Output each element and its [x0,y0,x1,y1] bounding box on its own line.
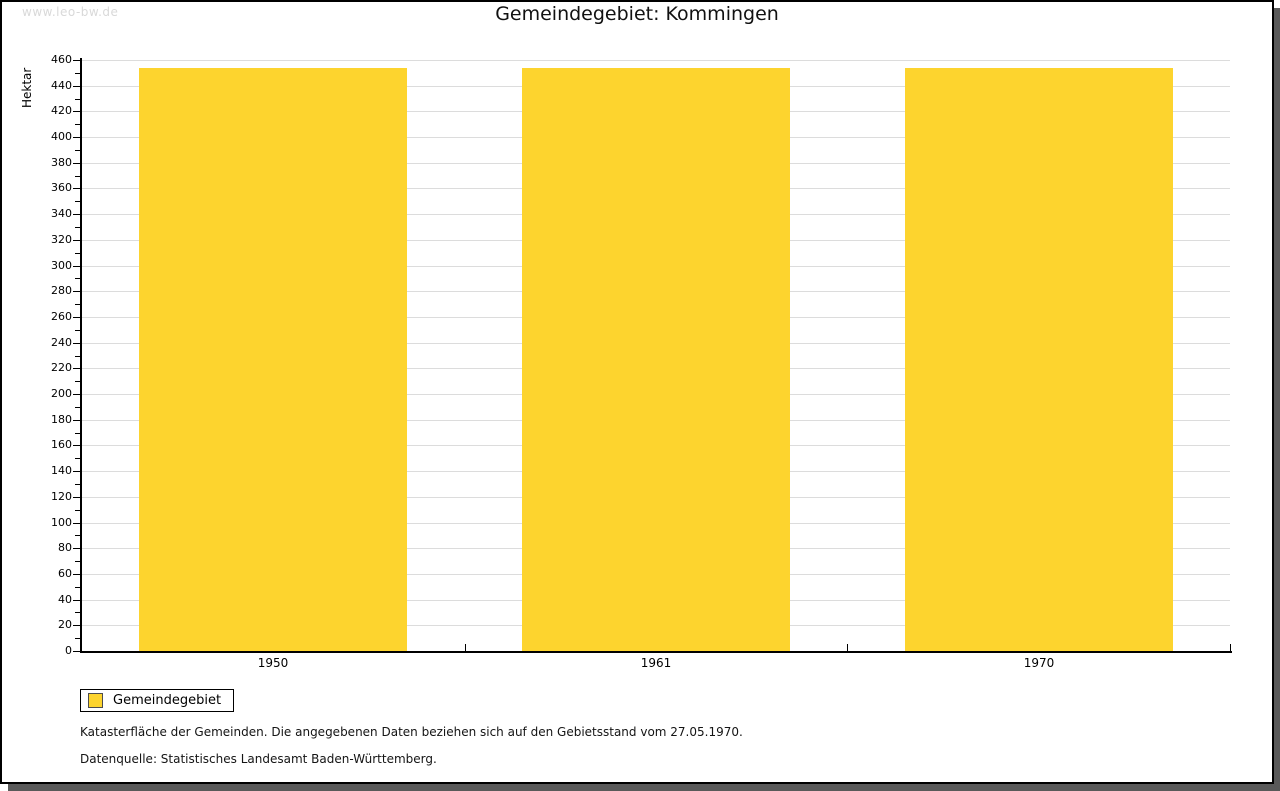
footer-source: Datenquelle: Statistisches Landesamt Bad… [80,752,437,766]
y-major-tick [73,137,80,138]
y-minor-tick [75,458,80,459]
y-major-tick [73,471,80,472]
y-tick-label: 440 [51,79,72,92]
x-tick-label: 1961 [640,656,672,670]
y-major-tick [73,214,80,215]
y-minor-tick [75,638,80,639]
y-minor-tick [75,227,80,228]
y-major-tick [73,574,80,575]
y-minor-tick [75,510,80,511]
y-tick-label: 180 [51,413,72,426]
y-minor-tick [75,433,80,434]
y-tick-label: 120 [51,490,72,503]
x-tick-label: 1970 [1023,656,1055,670]
y-major-tick [73,111,80,112]
bar-1961 [522,68,790,651]
y-minor-tick [75,176,80,177]
y-minor-tick [75,612,80,613]
y-tick-label: 100 [51,516,72,529]
frame-shadow-right [1274,8,1280,791]
y-tick-label: 140 [51,464,72,477]
y-tick-label: 400 [51,130,72,143]
y-minor-tick [75,124,80,125]
y-tick-label: 80 [58,541,72,554]
y-major-tick [73,548,80,549]
y-major-tick [73,600,80,601]
y-tick-label: 280 [51,284,72,297]
y-tick-label: 380 [51,156,72,169]
x-axis-line [80,651,1232,653]
y-tick-label: 240 [51,336,72,349]
y-major-tick [73,420,80,421]
x-boundary-tick [1230,644,1231,651]
y-tick-label: 0 [65,644,72,657]
y-minor-tick [75,304,80,305]
y-minor-tick [75,201,80,202]
y-tick-label: 220 [51,361,72,374]
y-major-tick [73,523,80,524]
y-minor-tick [75,535,80,536]
y-minor-tick [75,99,80,100]
y-major-tick [73,163,80,164]
y-tick-label: 360 [51,181,72,194]
y-major-tick [73,651,80,652]
x-boundary-tick [465,644,466,651]
y-tick-label: 160 [51,438,72,451]
footer-note: Katasterfläche der Gemeinden. Die angege… [80,725,743,739]
y-minor-tick [75,73,80,74]
y-tick-label: 300 [51,259,72,272]
watermark: www.leo-bw.de [22,5,119,19]
y-major-tick [73,240,80,241]
y-minor-tick [75,561,80,562]
y-major-tick [73,60,80,61]
y-major-tick [73,317,80,318]
y-minor-tick [75,278,80,279]
y-major-tick [73,625,80,626]
x-boundary-tick [847,644,848,651]
y-minor-tick [75,253,80,254]
x-tick-label: 1950 [257,656,289,670]
y-minor-tick [75,407,80,408]
y-minor-tick [75,587,80,588]
y-major-tick [73,188,80,189]
y-major-tick [73,497,80,498]
legend-swatch-icon [88,693,103,708]
frame-shadow-bottom [8,784,1280,791]
y-minor-tick [75,356,80,357]
y-major-tick [73,86,80,87]
y-tick-label: 40 [58,593,72,606]
y-major-tick [73,266,80,267]
y-major-tick [73,394,80,395]
y-tick-label: 460 [51,53,72,66]
legend: Gemeindegebiet [80,689,235,712]
y-tick-label: 60 [58,567,72,580]
y-major-tick [73,343,80,344]
y-major-tick [73,291,80,292]
y-minor-tick [75,484,80,485]
y-minor-tick [75,150,80,151]
y-tick-label: 20 [58,618,72,631]
y-tick-label: 200 [51,387,72,400]
y-minor-tick [75,381,80,382]
chart-title: Gemeindegebiet: Kommingen [495,3,779,25]
y-major-tick [73,368,80,369]
bar-1970 [905,68,1173,651]
y-major-tick [73,445,80,446]
y-tick-label: 420 [51,104,72,117]
y-tick-label: 260 [51,310,72,323]
y-minor-tick [75,330,80,331]
bar-1950 [139,68,407,651]
legend-label: Gemeindegebiet [113,693,222,708]
gridline [82,60,1230,61]
y-tick-label: 340 [51,207,72,220]
y-tick-label: 320 [51,233,72,246]
y-axis-line [80,58,82,653]
